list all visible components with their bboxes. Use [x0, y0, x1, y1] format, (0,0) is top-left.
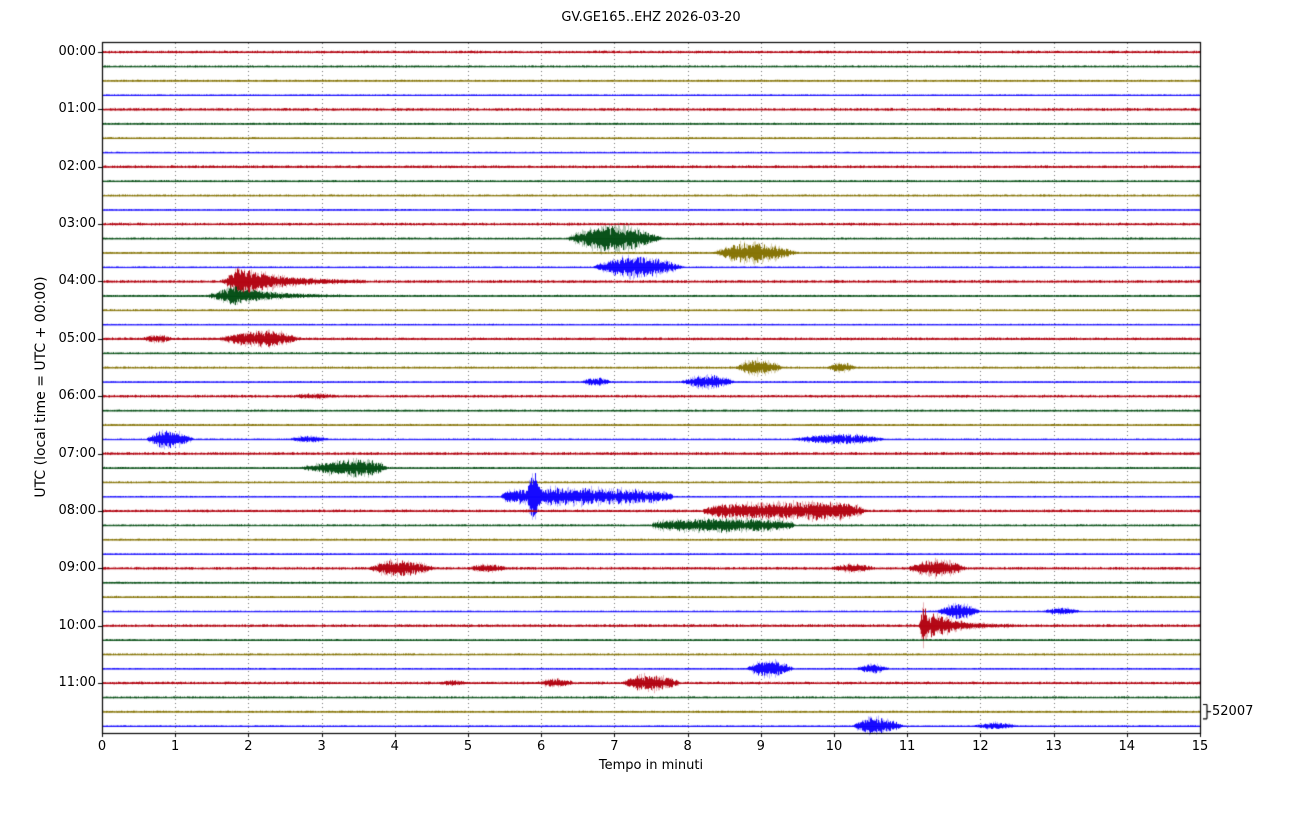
x-tick-label: 3: [300, 739, 344, 754]
helicorder-page: GV.GE165..EHZ 2026-03-20 UTC (local time…: [0, 0, 1290, 819]
x-tick-label: 2: [226, 739, 270, 754]
y-tick-label: 07:00: [38, 446, 96, 461]
x-tick-label: 11: [885, 739, 929, 754]
x-tick-label: 7: [592, 739, 636, 754]
x-tick-label: 13: [1032, 739, 1076, 754]
y-tick-label: 10:00: [38, 618, 96, 633]
x-tick-label: 1: [153, 739, 197, 754]
x-tick-label: 0: [80, 739, 124, 754]
y-tick-label: 11:00: [38, 675, 96, 690]
y-tick-label: 00:00: [38, 44, 96, 59]
y-tick-label: 05:00: [38, 331, 96, 346]
x-tick-label: 5: [446, 739, 490, 754]
y-tick-label: 04:00: [38, 273, 96, 288]
y-tick-label: 08:00: [38, 503, 96, 518]
x-tick-label: 15: [1178, 739, 1222, 754]
y-tick-label: 03:00: [38, 216, 96, 231]
x-tick-label: 4: [373, 739, 417, 754]
x-axis-label: Tempo in minuti: [102, 758, 1200, 773]
x-tick-label: 12: [958, 739, 1002, 754]
x-tick-label: 10: [812, 739, 856, 754]
y-tick-label: 01:00: [38, 101, 96, 116]
x-tick-label: 9: [739, 739, 783, 754]
seismogram-canvas: [0, 0, 1290, 819]
y-tick-label: 02:00: [38, 159, 96, 174]
amplitude-scale-label: 52007: [1212, 704, 1253, 719]
x-tick-label: 14: [1105, 739, 1149, 754]
x-tick-label: 6: [519, 739, 563, 754]
y-tick-label: 09:00: [38, 560, 96, 575]
x-tick-label: 8: [666, 739, 710, 754]
y-tick-label: 06:00: [38, 388, 96, 403]
